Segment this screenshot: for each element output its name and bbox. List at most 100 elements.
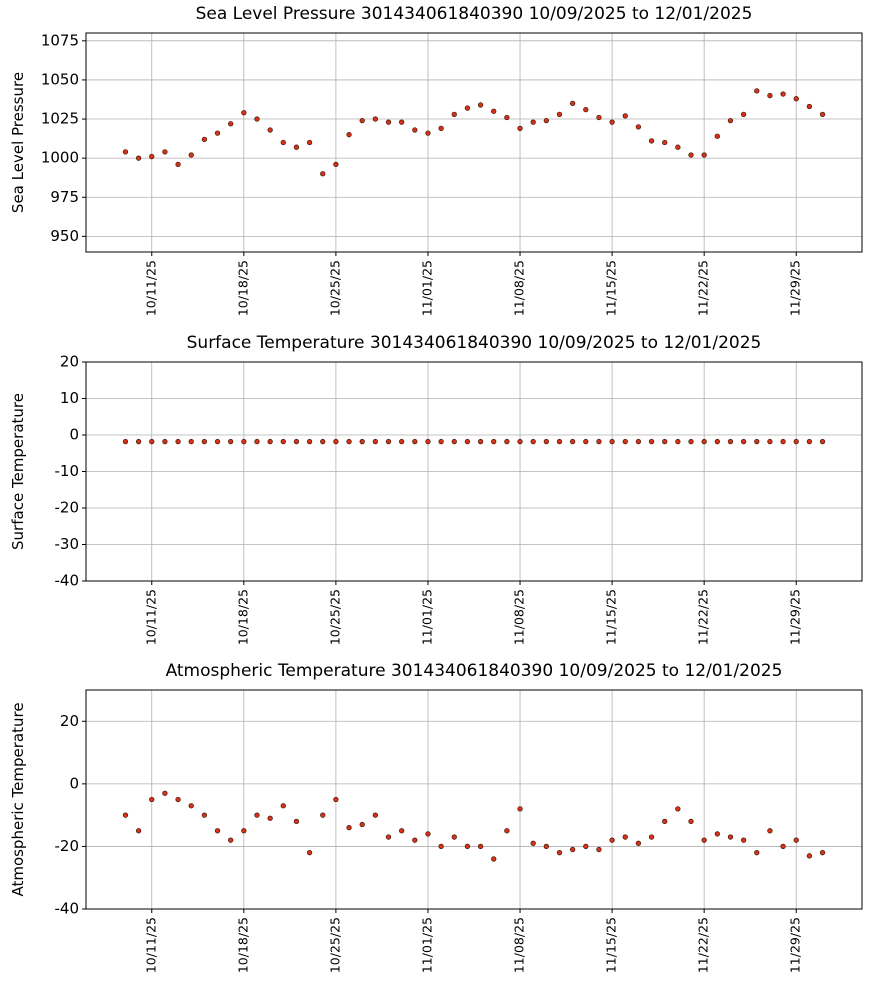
point [701, 837, 707, 843]
point [425, 831, 431, 837]
point [556, 111, 563, 117]
point [662, 438, 668, 445]
y-tick-label: -40 [55, 900, 80, 918]
y-tick-label: -40 [55, 572, 80, 590]
y-tick-label: 20 [60, 353, 79, 371]
point [359, 821, 365, 828]
point [767, 92, 773, 99]
point [149, 153, 155, 160]
point [385, 438, 392, 445]
point [793, 837, 799, 843]
point [149, 438, 155, 445]
point [412, 127, 418, 133]
plot-frame [85, 32, 863, 253]
point [767, 828, 773, 834]
point [819, 850, 826, 856]
point [688, 438, 694, 445]
point [306, 139, 313, 146]
point [241, 110, 247, 116]
y-tick-label: -30 [55, 535, 80, 553]
point [569, 438, 576, 445]
point [293, 438, 300, 445]
x-tick-label: 10/25/25 [327, 260, 342, 316]
x-tick-label: 11/15/25 [604, 260, 619, 316]
x-tick-label: 10/18/25 [235, 917, 250, 973]
point [701, 152, 707, 158]
y-tick-label: -10 [55, 462, 80, 480]
x-tick-label: 10/25/25 [327, 917, 342, 973]
point [201, 136, 208, 143]
y-tick-label: 1075 [41, 31, 79, 49]
point [491, 108, 497, 114]
point [727, 834, 734, 840]
point [662, 139, 668, 146]
point [122, 438, 129, 445]
point [214, 130, 221, 136]
point [188, 438, 194, 445]
point [635, 124, 642, 130]
point [727, 438, 734, 445]
point [583, 843, 589, 850]
point [754, 850, 760, 856]
point [543, 438, 549, 445]
plot-frame [85, 361, 863, 582]
point [122, 149, 129, 155]
point [530, 119, 536, 125]
point [135, 438, 142, 445]
point [162, 149, 168, 155]
y-tick-label: 0 [69, 426, 79, 444]
point [135, 155, 142, 161]
point [385, 119, 392, 125]
point [201, 438, 208, 445]
x-tick-label: 11/01/25 [419, 589, 434, 645]
point [149, 796, 155, 803]
y-tick-label: -20 [55, 837, 80, 855]
point [438, 843, 444, 850]
point [504, 114, 510, 121]
point [438, 438, 444, 445]
y-tick-label: 10 [60, 389, 79, 407]
point [333, 161, 339, 168]
point [477, 438, 484, 445]
y-tick-label: 1000 [41, 149, 79, 167]
point [740, 837, 747, 843]
point [793, 96, 799, 102]
point [425, 438, 431, 445]
point [464, 843, 471, 850]
y-tick-label: -20 [55, 499, 80, 517]
point [333, 438, 339, 445]
point [267, 127, 273, 133]
point [596, 846, 602, 853]
point [228, 837, 234, 843]
point [359, 117, 365, 124]
point [333, 796, 339, 803]
point [306, 438, 313, 445]
point [175, 438, 181, 445]
point [346, 132, 352, 138]
point [372, 438, 379, 445]
x-tick-label: 10/11/25 [143, 917, 158, 973]
point [346, 438, 352, 445]
y-tick-label: 0 [69, 774, 79, 792]
point [320, 171, 326, 177]
plot-frame [85, 689, 863, 910]
point [267, 815, 273, 821]
point [162, 790, 168, 796]
point [280, 803, 286, 809]
subplot: Sea Level Pressure 301434061840390 10/09… [9, 4, 863, 316]
point [583, 438, 589, 445]
point [451, 438, 457, 445]
point [280, 139, 286, 146]
point [320, 812, 326, 818]
point [662, 818, 668, 825]
point [399, 828, 405, 834]
point [569, 846, 576, 853]
point [399, 438, 405, 445]
point [267, 438, 273, 445]
point [464, 438, 471, 445]
point [254, 116, 260, 122]
y-tick-label: 950 [50, 227, 79, 245]
y-tick-label: 1025 [41, 110, 79, 128]
point [385, 834, 392, 840]
